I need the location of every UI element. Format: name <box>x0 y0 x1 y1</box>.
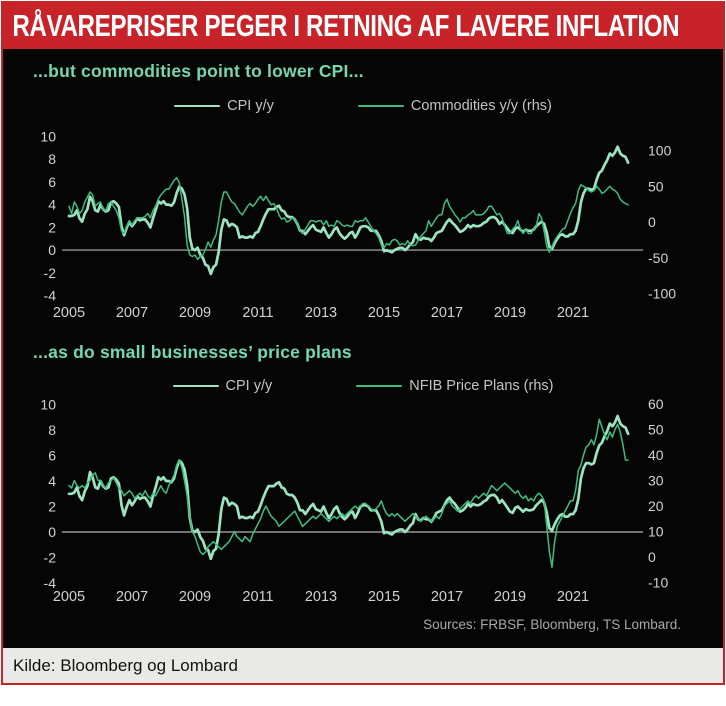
header-banner: RÅVAREPRISER PEGER I RETNING AF LAVERE I… <box>3 3 723 49</box>
legend-line-sample <box>172 384 219 388</box>
legend-line-sample <box>357 105 404 107</box>
legend-item: NFIB Price Plans (rhs) <box>356 378 553 394</box>
footer-bar: Kilde: Bloomberg og Lombard <box>3 648 723 683</box>
legend-item: Commodities y/y (rhs) <box>357 98 552 114</box>
chart-1-legend: CPI y/y Commodities y/y (rhs) <box>3 98 723 114</box>
sources-note: Sources: FRBSF, Bloomberg, TS Lombard. <box>423 617 681 632</box>
legend-line-sample <box>174 104 221 108</box>
legend-line-sample <box>356 385 403 387</box>
legend-label: NFIB Price Plans (rhs) <box>409 378 554 394</box>
legend-label: Commodities y/y (rhs) <box>410 98 552 114</box>
legend-label: CPI y/y <box>225 378 273 394</box>
legend-label: CPI y/y <box>227 98 274 114</box>
legend-item: CPI y/y <box>172 378 273 394</box>
page-title: RÅVAREPRISER PEGER I RETNING AF LAVERE I… <box>12 8 680 43</box>
chart-2-title: ...as do small businesses’ price plans <box>33 342 352 362</box>
report-frame: RÅVAREPRISER PEGER I RETNING AF LAVERE I… <box>1 1 725 685</box>
chart-1-title: ...but commodities point to lower CPI... <box>33 61 364 81</box>
legend-item: CPI y/y <box>174 98 274 114</box>
chart-2-legend: CPI y/y NFIB Price Plans (rhs) <box>3 378 723 394</box>
footer-caption: Kilde: Bloomberg og Lombard <box>13 656 238 675</box>
